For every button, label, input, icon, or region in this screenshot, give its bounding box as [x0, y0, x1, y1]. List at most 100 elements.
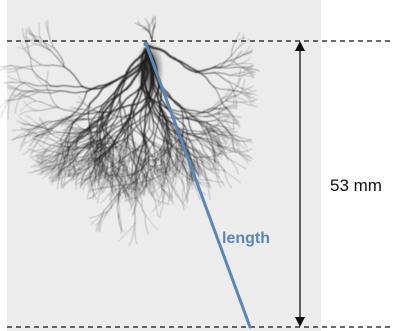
streamer-branch: [92, 145, 100, 158]
streamer-branch: [188, 157, 208, 169]
streamer-branch: [40, 167, 54, 175]
streamer-branch: [0, 65, 11, 67]
streamer-branch: [42, 131, 51, 146]
streamer-branch: [218, 112, 230, 115]
streamer-branch: [92, 174, 110, 178]
streamer-branch: [47, 20, 49, 35]
streamer-branch: [21, 128, 39, 136]
streamer-branch: [49, 167, 65, 183]
streamer-branch: [20, 64, 42, 69]
streamer-branch: [145, 214, 159, 231]
streamer-branch: [117, 132, 133, 147]
streamer-branch: [236, 69, 242, 87]
streamer-branch: [84, 150, 89, 164]
streamer-branch: [62, 129, 76, 131]
streamer-branch: [72, 134, 89, 146]
streamer-branch: [181, 145, 186, 164]
streamer-branch: [89, 123, 108, 131]
streamer-branch: [85, 124, 101, 131]
streamer-branch: [116, 109, 142, 118]
streamer-branch: [67, 162, 78, 177]
streamer-branch: [225, 120, 235, 133]
streamer-branch: [187, 183, 190, 202]
streamer-branch: [220, 134, 239, 137]
streamer-branch: [197, 160, 202, 175]
streamer-branch: [240, 38, 250, 46]
streamer-branch: [139, 189, 143, 208]
streamer-branch: [245, 93, 255, 103]
streamer-branch: [73, 158, 89, 176]
streamer-branch: [152, 177, 156, 189]
streamer-branch: [37, 153, 53, 163]
streamer-branch: [232, 135, 234, 149]
streamer-branch: [168, 165, 179, 178]
streamer-branch: [49, 161, 58, 178]
streamer-branch: [248, 68, 260, 72]
streamer-branch: [67, 158, 72, 176]
streamer-branch: [158, 117, 169, 147]
streamer-branch: [231, 45, 242, 56]
streamer-branch: [111, 126, 129, 138]
streamer-branch: [185, 137, 196, 145]
streamer-branch: [230, 160, 239, 175]
streamer-branch: [186, 171, 189, 185]
streamer-branch: [116, 142, 127, 154]
streamer-branch: [163, 152, 167, 179]
streamer-branch: [64, 145, 73, 160]
streamer-branch: [184, 137, 189, 147]
streamer-branch: [242, 51, 253, 56]
streamer-branch: [88, 158, 92, 183]
streamer-branch: [121, 120, 128, 138]
streamer-branch: [64, 150, 67, 171]
streamer-branch: [216, 132, 221, 144]
streamer-branch: [134, 162, 141, 183]
streamer-branch: [58, 136, 72, 142]
streamer-branch: [49, 49, 65, 68]
streamer-branch: [18, 93, 36, 102]
streamer-branch: [95, 124, 116, 133]
streamer-branch: [213, 86, 223, 104]
streamer-branch: [25, 115, 40, 127]
streamer-branch: [149, 185, 163, 194]
length-line-start: [143, 41, 149, 47]
streamer-branch: [214, 134, 221, 146]
streamer-branch: [52, 114, 73, 129]
streamer-branch: [116, 147, 123, 160]
streamer-branch: [216, 144, 237, 153]
streamer-branch: [132, 200, 138, 217]
streamer-branch: [139, 127, 150, 148]
streamer-branch: [50, 155, 57, 170]
streamer-branch: [106, 156, 109, 169]
streamer-branch: [185, 171, 189, 186]
streamer-branch: [223, 107, 238, 109]
streamer-branch: [224, 170, 232, 189]
streamer-branch: [144, 214, 149, 235]
streamer-branch: [241, 62, 254, 66]
streamer-branch: [182, 107, 195, 136]
streamer-branch: [214, 158, 217, 173]
streamer-branch: [124, 146, 141, 158]
streamer-branch: [131, 112, 149, 134]
streamer-branch: [76, 129, 86, 139]
streamer-branch: [139, 170, 149, 191]
streamer-branch: [131, 158, 133, 177]
streamer-branch: [137, 20, 146, 29]
streamer-branch: [105, 146, 119, 155]
streamer-branch: [18, 110, 37, 116]
dimension-label: 53 mm: [330, 176, 382, 195]
streamer-branch: [60, 161, 78, 165]
streamer-branch: [242, 46, 251, 56]
streamer-branch: [212, 107, 224, 110]
streamer-branch: [142, 138, 147, 161]
streamer-branch: [101, 169, 113, 189]
streamer-branch: [89, 211, 108, 219]
streamer-branch: [69, 106, 83, 110]
streamer-branch: [143, 119, 155, 146]
streamer-branch: [40, 155, 57, 158]
streamer-branch: [217, 160, 219, 175]
streamer-branch: [132, 139, 135, 162]
streamer-branch: [25, 91, 40, 98]
streamer-branch: [52, 154, 59, 170]
streamer-branch: [117, 182, 132, 198]
streamer-branch: [129, 146, 141, 162]
